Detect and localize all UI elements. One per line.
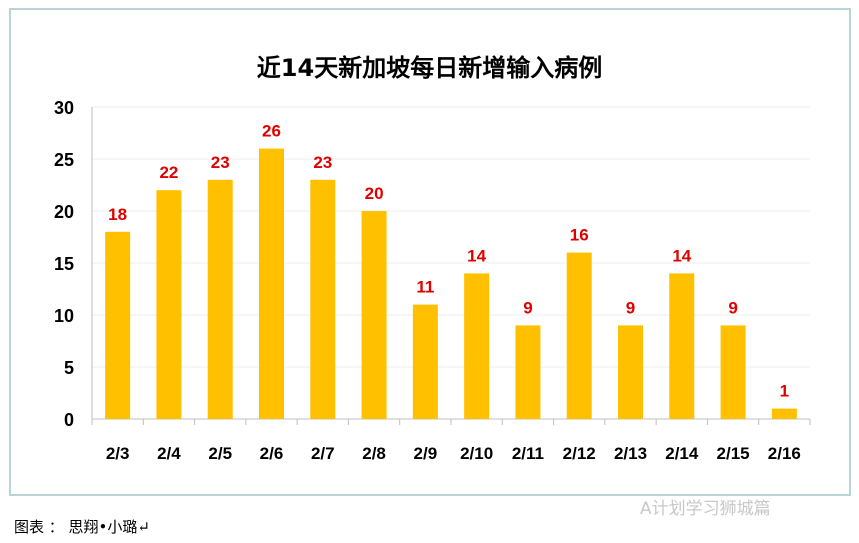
bar — [464, 273, 490, 419]
bar — [156, 190, 182, 419]
data-label: 9 — [626, 298, 635, 317]
bar — [771, 408, 797, 419]
x-tick-label: 2/8 — [362, 444, 386, 463]
x-tick-label: 2/12 — [563, 444, 596, 463]
x-tick-label: 2/4 — [157, 444, 181, 463]
bar — [259, 148, 284, 419]
bar — [669, 273, 695, 419]
x-tick-label: 2/5 — [208, 444, 232, 463]
data-label: 9 — [523, 298, 532, 317]
bar — [310, 179, 336, 419]
x-tick-label: 2/3 — [106, 444, 130, 463]
x-tick-label: 2/6 — [260, 444, 284, 463]
data-label: 18 — [108, 205, 127, 224]
x-tick-label: 2/13 — [614, 444, 647, 463]
data-label: 26 — [262, 122, 281, 141]
chart-title: 近14天新加坡每日新增输入病例 — [256, 54, 603, 82]
data-label: 14 — [672, 246, 691, 265]
y-tick-label: 10 — [54, 306, 74, 326]
x-tick-label: 2/7 — [311, 444, 335, 463]
bar — [566, 252, 592, 419]
data-label: 1 — [780, 382, 789, 401]
x-tick-label: 2/14 — [665, 444, 699, 463]
data-label: 16 — [570, 226, 589, 245]
y-tick-label: 0 — [64, 410, 74, 430]
watermark: A计划学习狮城篇 — [640, 499, 771, 519]
x-tick-label: 2/10 — [460, 444, 493, 463]
x-tick-label: 2/15 — [717, 444, 750, 463]
bar — [105, 231, 131, 419]
bar — [515, 325, 541, 419]
data-label: 11 — [416, 278, 434, 297]
y-tick-label: 15 — [54, 254, 74, 274]
data-label: 9 — [728, 298, 737, 317]
data-label: 20 — [365, 184, 384, 203]
y-tick-label: 20 — [54, 202, 74, 222]
x-tick-label: 2/16 — [768, 444, 801, 463]
x-tick-label: 2/9 — [414, 444, 438, 463]
bar — [412, 304, 438, 419]
data-label: 14 — [467, 246, 486, 265]
x-tick-label: 2/11 — [512, 444, 544, 463]
data-label: 23 — [313, 153, 332, 172]
data-label: 23 — [211, 153, 230, 172]
y-tick-label: 30 — [54, 98, 74, 118]
y-tick-label: 5 — [64, 358, 74, 378]
bar — [361, 211, 387, 419]
bar — [618, 325, 643, 419]
bar — [720, 325, 746, 419]
data-label: 22 — [159, 163, 178, 182]
bar — [207, 179, 233, 419]
chart-credit: 图表 ： 思翔•小璐↵ — [14, 518, 150, 536]
y-tick-label: 25 — [54, 150, 74, 170]
